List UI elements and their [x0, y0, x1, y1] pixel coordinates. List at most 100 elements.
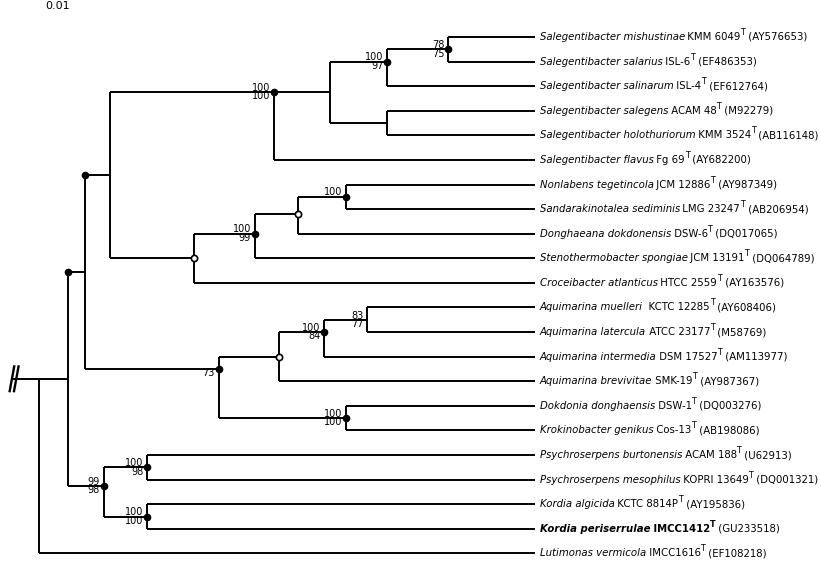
- Text: T: T: [717, 274, 722, 283]
- Text: Lutimonas vermicola: Lutimonas vermicola: [540, 549, 646, 558]
- Text: (DQ003276): (DQ003276): [696, 401, 762, 411]
- Text: KMM 3524: KMM 3524: [695, 130, 751, 140]
- Text: Donghaeana dokdonensis: Donghaeana dokdonensis: [540, 229, 672, 239]
- Text: T: T: [750, 126, 755, 136]
- Text: T: T: [716, 102, 721, 111]
- Text: (GU233518): (GU233518): [715, 524, 780, 534]
- Text: (DQ017065): (DQ017065): [712, 229, 777, 239]
- Text: 99: 99: [239, 233, 251, 243]
- Text: 97: 97: [371, 61, 383, 71]
- Text: T: T: [749, 471, 753, 479]
- Text: (EF612764): (EF612764): [706, 81, 768, 91]
- Text: (AY608406): (AY608406): [714, 303, 777, 312]
- Text: 77: 77: [351, 319, 364, 329]
- Text: Salegentibacter salinarum: Salegentibacter salinarum: [540, 81, 674, 91]
- Text: 100: 100: [125, 516, 144, 526]
- Text: (AY576653): (AY576653): [745, 32, 808, 42]
- Text: T: T: [740, 200, 745, 209]
- Text: ACAM 48: ACAM 48: [667, 106, 717, 116]
- Text: Aquimarina latercula: Aquimarina latercula: [540, 327, 646, 337]
- Text: Aquimarina intermedia: Aquimarina intermedia: [540, 352, 657, 362]
- Text: DSW-6: DSW-6: [671, 229, 708, 239]
- Text: 98: 98: [131, 467, 144, 476]
- Text: (AM113977): (AM113977): [722, 352, 787, 362]
- Text: DSW-1: DSW-1: [654, 401, 691, 411]
- Text: (U62913): (U62913): [741, 450, 792, 460]
- Text: 84: 84: [308, 331, 320, 341]
- Text: (M92279): (M92279): [721, 106, 773, 116]
- Text: T: T: [709, 323, 714, 332]
- Text: (DQ064789): (DQ064789): [749, 253, 814, 263]
- Text: Aquimarina brevivitae: Aquimarina brevivitae: [540, 376, 653, 386]
- Text: ACAM 188: ACAM 188: [681, 450, 736, 460]
- Text: Krokinobacter genikus: Krokinobacter genikus: [540, 426, 654, 435]
- Text: Psychroserpens burtonensis: Psychroserpens burtonensis: [540, 450, 682, 460]
- Text: KMM 6049: KMM 6049: [685, 32, 741, 42]
- Text: KCTC 12285: KCTC 12285: [643, 303, 710, 312]
- Text: Sandarakinotalea sediminis: Sandarakinotalea sediminis: [540, 204, 681, 214]
- Text: Salegentibacter salegens: Salegentibacter salegens: [540, 106, 668, 116]
- Text: 100: 100: [232, 224, 251, 235]
- Text: Kordia algicida: Kordia algicida: [540, 499, 615, 509]
- Text: (M58769): (M58769): [714, 327, 767, 337]
- Text: T: T: [692, 372, 697, 382]
- Text: HTCC 2559: HTCC 2559: [658, 278, 717, 288]
- Text: Croceibacter atlanticus: Croceibacter atlanticus: [540, 278, 658, 288]
- Text: T: T: [710, 520, 715, 529]
- Text: T: T: [691, 397, 696, 406]
- Text: (EF108218): (EF108218): [705, 549, 767, 558]
- Text: 100: 100: [125, 458, 144, 468]
- Text: (AY987367): (AY987367): [697, 376, 759, 386]
- Text: T: T: [685, 151, 690, 160]
- Text: Kordia periserrulae: Kordia periserrulae: [540, 524, 650, 534]
- Text: (AY987349): (AY987349): [715, 180, 777, 189]
- Text: Salegentibacter salarius: Salegentibacter salarius: [540, 57, 663, 66]
- Text: (AB198086): (AB198086): [695, 426, 759, 435]
- Text: T: T: [708, 225, 713, 234]
- Text: Psychroserpens mesophilus: Psychroserpens mesophilus: [540, 475, 681, 484]
- Text: (EF486353): (EF486353): [695, 57, 757, 66]
- Text: ISL-6: ISL-6: [662, 57, 690, 66]
- Text: Salegentibacter holothuriorum: Salegentibacter holothuriorum: [540, 130, 695, 140]
- Text: 98: 98: [88, 485, 100, 495]
- Text: T: T: [678, 495, 683, 504]
- Text: (AY195836): (AY195836): [683, 499, 745, 509]
- Text: T: T: [690, 53, 695, 62]
- Text: JCM 13191: JCM 13191: [687, 253, 745, 263]
- Text: 0.01: 0.01: [45, 1, 70, 11]
- Text: 100: 100: [323, 418, 342, 427]
- Text: (AB206954): (AB206954): [745, 204, 809, 214]
- Text: T: T: [709, 299, 714, 308]
- Text: IMCC1616: IMCC1616: [645, 549, 700, 558]
- Text: JCM 12886: JCM 12886: [654, 180, 711, 189]
- Text: 73: 73: [203, 368, 215, 378]
- Text: T: T: [710, 176, 715, 185]
- Text: T: T: [701, 77, 706, 86]
- Text: Salegentibacter flavus: Salegentibacter flavus: [540, 155, 654, 165]
- Text: T: T: [718, 348, 722, 357]
- Text: ISL-4: ISL-4: [673, 81, 701, 91]
- Text: Aquimarina muelleri: Aquimarina muelleri: [540, 303, 643, 312]
- Text: 99: 99: [88, 476, 100, 487]
- Text: 100: 100: [252, 83, 271, 93]
- Text: T: T: [745, 249, 749, 259]
- Text: SMK-19: SMK-19: [652, 376, 692, 386]
- Text: Salegentibacter mishustinae: Salegentibacter mishustinae: [540, 32, 686, 42]
- Text: 100: 100: [323, 188, 342, 197]
- Text: 100: 100: [302, 323, 320, 333]
- Text: 100: 100: [323, 409, 342, 419]
- Text: (AB116148): (AB116148): [755, 130, 819, 140]
- Text: (AY163576): (AY163576): [722, 278, 784, 288]
- Text: T: T: [741, 28, 745, 37]
- Text: 78: 78: [432, 40, 444, 50]
- Text: ATCC 23177: ATCC 23177: [645, 327, 710, 337]
- Text: KOPRI 13649: KOPRI 13649: [680, 475, 749, 484]
- Text: Stenothermobacter spongiae: Stenothermobacter spongiae: [540, 253, 688, 263]
- Text: 100: 100: [125, 507, 144, 517]
- Text: 75: 75: [432, 49, 444, 59]
- Text: Dokdonia donghaensis: Dokdonia donghaensis: [540, 401, 655, 411]
- Text: T: T: [691, 422, 696, 431]
- Text: DSM 17527: DSM 17527: [656, 352, 718, 362]
- Text: (AY682200): (AY682200): [690, 155, 751, 165]
- Text: LMG 23247: LMG 23247: [680, 204, 741, 214]
